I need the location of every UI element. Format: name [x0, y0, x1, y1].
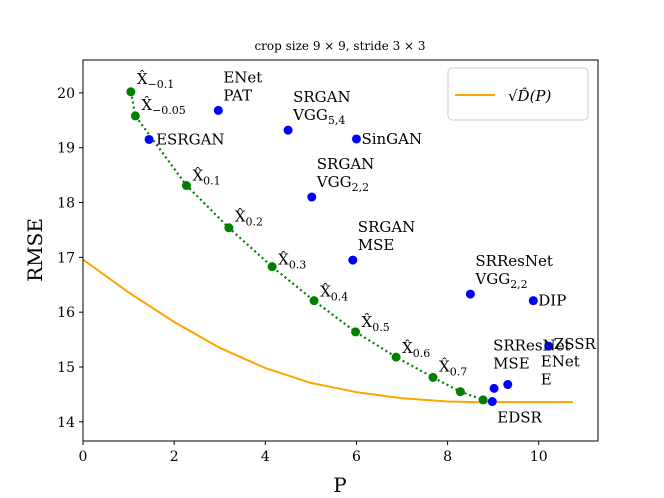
- tradeoff-label: X̂0.6: [402, 339, 430, 360]
- method-label: EDSR: [497, 409, 542, 427]
- y-tick-label: 14: [57, 415, 75, 431]
- tradeoff-label: X̂0.1: [192, 167, 220, 188]
- x-tick-label: 6: [352, 449, 361, 465]
- method-label: SRGAN: [293, 88, 351, 106]
- method-point: [465, 289, 475, 299]
- tradeoff-label: X̂0.4: [320, 283, 348, 304]
- y-tick-label: 18: [57, 196, 75, 212]
- tradeoff-point: [351, 327, 361, 337]
- method-point: [528, 296, 538, 306]
- method-label: E: [541, 371, 552, 389]
- x-axis: 0 2 4 6 8 10: [79, 441, 548, 465]
- x-tick-label: 10: [530, 449, 548, 465]
- tradeoff-point: [267, 262, 277, 272]
- tradeoff-label: X̂−0.1: [137, 70, 174, 91]
- tradeoff-label: X̂0.7: [439, 357, 467, 378]
- x-tick-label: 2: [170, 449, 179, 465]
- tradeoff-point: [478, 395, 488, 405]
- tradeoff-label: X̂−0.05: [141, 96, 185, 117]
- tradeoff-point: [428, 372, 438, 382]
- method-point: [144, 134, 154, 144]
- tradeoff-point: [181, 181, 191, 191]
- method-label: SRResNet: [475, 252, 552, 270]
- y-tick-label: 17: [57, 250, 75, 266]
- method-label: VGG5,4: [292, 106, 345, 127]
- tradeoff-point: [309, 296, 319, 306]
- y-tick-label: 16: [57, 305, 75, 321]
- method-point: [348, 255, 358, 265]
- method-label: MSE: [358, 236, 395, 254]
- legend: √D̂(P): [447, 67, 589, 121]
- method-label: SRGAN: [317, 155, 375, 173]
- plot-frame: [82, 59, 599, 442]
- method-point: [487, 397, 497, 407]
- method-label: SinGAN: [361, 130, 422, 148]
- tradeoff-point: [455, 387, 465, 397]
- plot-area: X̂−0.1 X̂−0.05 X̂0.1 X̂0.2 X̂0.3 X̂0.4 X̂0.5 X̂…: [82, 68, 597, 427]
- method-point: [351, 134, 361, 144]
- y-axis: 14 15 16 17 18 19 20: [57, 86, 83, 431]
- method-label: ENet: [541, 353, 580, 371]
- method-point: [503, 380, 513, 390]
- method-label: ZSSR: [554, 335, 597, 353]
- method-label: DIP: [538, 292, 566, 310]
- method-label: ENet: [223, 68, 262, 86]
- y-axis-title: RMSE: [23, 218, 47, 282]
- y-tick-label: 20: [57, 86, 75, 102]
- method-label: SRGAN: [358, 218, 416, 236]
- tradeoff-point: [130, 111, 140, 121]
- method-point: [544, 341, 554, 351]
- method-label: SRResNet: [493, 336, 570, 354]
- chart-title: crop size 9 × 9, stride 3 × 3: [254, 39, 425, 53]
- method-point: [307, 192, 317, 202]
- tradeoff-point: [224, 223, 234, 233]
- x-tick-label: 8: [443, 449, 452, 465]
- legend-label: √D̂(P): [508, 87, 552, 105]
- method-point: [213, 105, 223, 115]
- method-label: PAT: [223, 86, 252, 104]
- tradeoff-point: [126, 87, 136, 97]
- legend-box: [447, 67, 589, 121]
- tradeoff-point: [391, 352, 401, 362]
- y-tick-label: 19: [57, 141, 75, 157]
- method-label: ESRGAN: [156, 130, 224, 148]
- tradeoff-label: X̂0.5: [362, 313, 390, 334]
- method-label: VGG2,2: [316, 173, 369, 194]
- x-tick-label: 4: [261, 449, 270, 465]
- method-label: VGG2,2: [474, 270, 527, 291]
- method-point: [489, 383, 499, 393]
- tradeoff-label: X̂0.3: [278, 251, 306, 272]
- x-axis-title: P: [333, 473, 346, 497]
- y-tick-label: 15: [57, 360, 75, 376]
- method-label: MSE: [493, 354, 530, 372]
- method-point: [283, 125, 293, 135]
- x-tick-label: 0: [79, 449, 88, 465]
- tradeoff-label: X̂0.2: [235, 208, 263, 229]
